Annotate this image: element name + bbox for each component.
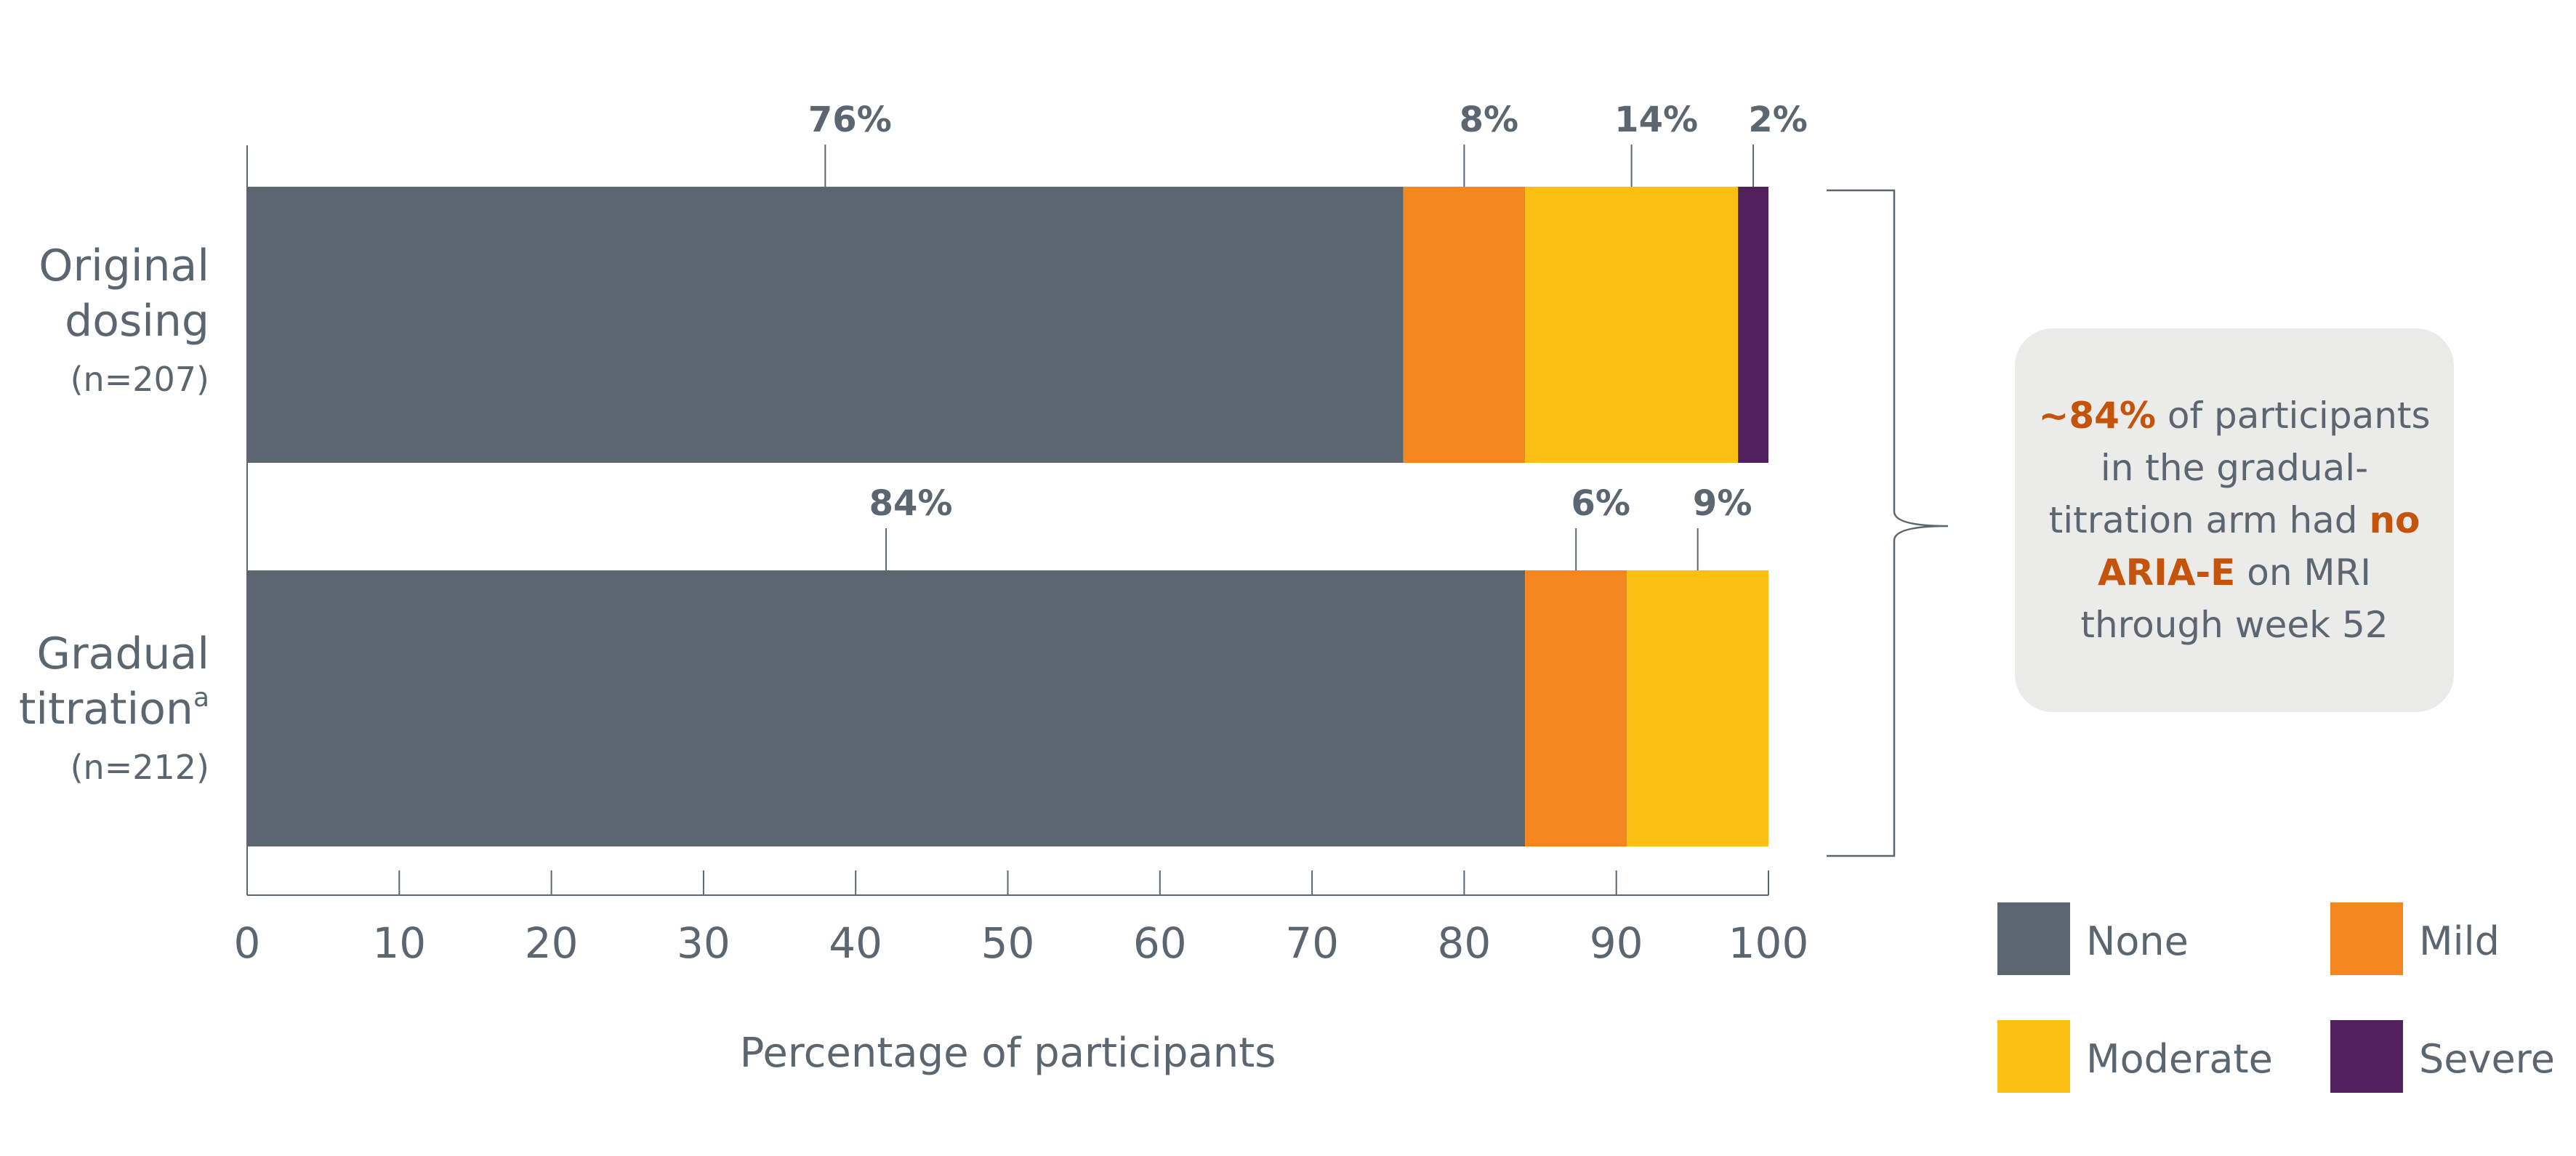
bar-segment-moderate	[1627, 570, 1768, 846]
x-tick-label: 90	[1590, 918, 1643, 968]
x-tick-label: 10	[372, 918, 426, 968]
bar-segment-none	[247, 570, 1526, 846]
bar-segment-mild	[1525, 570, 1627, 846]
bracket	[1827, 189, 1949, 857]
callout-highlight-aria: no ARIA-E	[2097, 499, 2420, 594]
x-tick-label: 0	[234, 918, 261, 968]
category-label-line2: dosing	[65, 296, 209, 347]
x-tick-label: 70	[1285, 918, 1339, 968]
callout-text-part1: of participants in the gradual-titration…	[2048, 395, 2431, 541]
category-label-text: titration	[19, 684, 193, 735]
category-label-text: dosing	[65, 296, 209, 347]
x-tick-label: 40	[829, 918, 882, 968]
legend-label-moderate: Moderate	[2086, 1036, 2273, 1082]
bar-segment-moderate	[1525, 187, 1739, 463]
x-tick-label: 30	[677, 918, 730, 968]
data-label: 8%	[1460, 100, 1519, 140]
x-axis: 0 10 20 30 40 50 60 70 80 90 100 Percentage of part…	[234, 145, 1809, 1077]
legend-swatch-severe	[2330, 1020, 2403, 1093]
category-label-line1: Original	[39, 241, 209, 291]
bar-segment-severe	[1738, 187, 1768, 463]
callout-text: ~84% of participants in the gradual-titr…	[2037, 389, 2432, 651]
legend-swatch-none	[1997, 902, 2070, 975]
x-axis-title: Percentage of participants	[740, 1030, 1276, 1077]
category-label-n: (n=207)	[71, 360, 209, 399]
category-label-line1: Gradual	[37, 628, 209, 679]
x-tick-label: 60	[1133, 918, 1187, 968]
category-label-n: (n=212)	[71, 748, 209, 787]
data-label: 6%	[1571, 483, 1630, 524]
data-label: 14%	[1614, 100, 1698, 140]
x-tick-label: 100	[1728, 918, 1809, 968]
x-tick-label: 80	[1437, 918, 1491, 968]
legend-swatch-moderate	[1997, 1020, 2070, 1093]
legend-swatch-mild	[2330, 902, 2403, 975]
callout-highlight-percent: ~84%	[2038, 395, 2157, 437]
x-tick-label: 50	[981, 918, 1035, 968]
legend-label-none: None	[2086, 918, 2189, 964]
bar-segment-mild	[1403, 187, 1526, 463]
bracket-line	[1827, 189, 1949, 857]
x-tick-label: 20	[525, 918, 579, 968]
category-label-superscript: a	[193, 683, 209, 713]
callout-text-part2: on MRI through week 52	[2080, 551, 2388, 646]
data-label: 84%	[869, 483, 953, 524]
data-label: 76%	[808, 100, 892, 140]
legend-label-mild: Mild	[2419, 918, 2500, 964]
data-label: 2%	[1748, 100, 1808, 140]
legend: None Mild Moderate Severe	[1997, 902, 2555, 1093]
category-label-line2: titrationa	[19, 683, 209, 735]
bar-segment-none	[247, 187, 1404, 463]
data-label: 9%	[1693, 483, 1752, 524]
callout-box: ~84% of participants in the gradual-titr…	[2015, 328, 2454, 712]
legend-label-severe: Severe	[2419, 1036, 2555, 1082]
bars-layer: 76% 8% 14% 2% 84% 6% 9%	[247, 100, 1808, 846]
